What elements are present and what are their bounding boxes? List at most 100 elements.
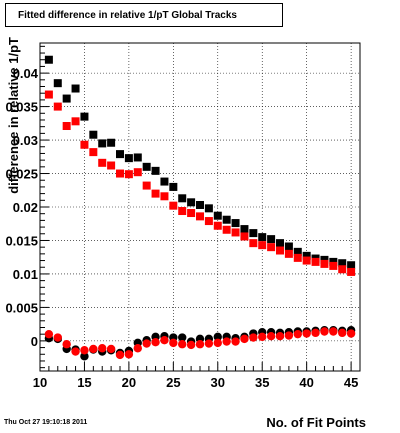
data-point xyxy=(347,267,356,276)
x-tick-label: 10 xyxy=(33,375,47,390)
data-point xyxy=(44,329,54,339)
y-tick-label: 0.035 xyxy=(5,100,38,115)
x-tick-label: 25 xyxy=(166,375,180,390)
data-point xyxy=(89,148,98,157)
x-tick-label: 20 xyxy=(122,375,136,390)
data-point xyxy=(293,253,302,262)
data-point xyxy=(178,340,187,349)
data-point xyxy=(71,84,80,93)
y-axis-title: difference in relative 1/pT xyxy=(6,37,21,194)
data-point xyxy=(62,122,71,131)
data-point xyxy=(347,261,356,270)
data-point xyxy=(320,255,329,264)
data-point xyxy=(196,212,204,221)
data-point xyxy=(231,228,240,237)
data-point xyxy=(267,243,276,252)
data-point xyxy=(222,337,231,346)
data-point xyxy=(89,130,98,139)
data-point xyxy=(231,219,240,228)
data-point xyxy=(187,209,196,218)
data-point xyxy=(187,198,196,207)
data-point xyxy=(151,166,160,175)
data-point xyxy=(169,201,178,210)
data-point xyxy=(151,189,160,198)
data-point xyxy=(178,207,187,216)
data-point xyxy=(62,340,71,349)
chart-title: Fitted difference in relative 1/pT Globa… xyxy=(18,9,237,21)
data-point xyxy=(160,336,169,345)
data-point xyxy=(53,333,62,342)
x-tick-label: 35 xyxy=(255,375,269,390)
data-point xyxy=(195,340,205,349)
data-point xyxy=(302,256,311,265)
data-point xyxy=(240,232,249,241)
data-point xyxy=(213,211,222,220)
data-point xyxy=(311,328,320,338)
data-point xyxy=(133,344,142,353)
data-point xyxy=(53,102,62,111)
data-point xyxy=(186,340,196,350)
data-point xyxy=(302,329,311,338)
data-point xyxy=(204,339,214,348)
data-point xyxy=(62,94,71,103)
data-point xyxy=(240,225,249,234)
grid-lines xyxy=(39,43,360,371)
data-point xyxy=(107,138,116,147)
data-point xyxy=(231,337,240,346)
data-point xyxy=(44,90,53,99)
data-point xyxy=(80,346,89,355)
data-point xyxy=(284,249,293,258)
data-point xyxy=(338,328,347,338)
data-point xyxy=(338,265,347,274)
timestamp: Thu Oct 27 19:10:18 2011 xyxy=(4,419,88,426)
data-point xyxy=(53,79,62,88)
data-markers xyxy=(44,55,356,361)
data-point xyxy=(258,241,267,250)
data-point xyxy=(71,117,80,126)
y-tick-label: 0.025 xyxy=(5,167,38,182)
data-point xyxy=(151,338,160,347)
data-point xyxy=(258,332,267,342)
y-tick-label: 0.03 xyxy=(13,133,38,148)
data-point xyxy=(293,329,302,339)
data-point xyxy=(249,229,258,238)
data-point xyxy=(106,344,116,354)
data-point xyxy=(275,331,285,341)
data-point xyxy=(222,215,231,224)
x-tick-label: 40 xyxy=(299,375,313,390)
data-point xyxy=(267,235,276,244)
data-point xyxy=(160,177,169,186)
data-point xyxy=(142,339,151,348)
data-point xyxy=(124,154,133,163)
data-point xyxy=(160,192,169,201)
data-point xyxy=(213,221,222,230)
data-point xyxy=(89,344,98,354)
data-point xyxy=(71,347,80,356)
data-point xyxy=(320,327,329,336)
x-tick-label: 45 xyxy=(344,375,358,390)
data-point xyxy=(115,350,125,360)
data-point xyxy=(258,233,267,242)
data-point xyxy=(311,257,320,266)
axis-ticks xyxy=(39,45,361,371)
data-point xyxy=(320,259,329,268)
data-point xyxy=(346,329,356,338)
data-point xyxy=(284,331,294,340)
data-point xyxy=(107,161,116,170)
data-point xyxy=(329,327,338,336)
data-point xyxy=(302,251,311,260)
x-tick-label: 30 xyxy=(211,375,225,390)
data-point xyxy=(329,261,338,270)
data-point xyxy=(116,169,124,178)
data-point xyxy=(169,182,178,191)
data-point xyxy=(338,259,347,268)
y-tick-label: 0.015 xyxy=(5,233,38,248)
tick-labels: 10 15 20 25 30 35 40 45 0 0.005 0.01 0.015 0.02 0.025… xyxy=(5,66,358,390)
data-point xyxy=(204,204,213,213)
data-point xyxy=(80,112,89,121)
data-point xyxy=(329,257,338,266)
data-point xyxy=(80,140,89,149)
data-point xyxy=(204,217,213,226)
data-point xyxy=(249,239,258,248)
